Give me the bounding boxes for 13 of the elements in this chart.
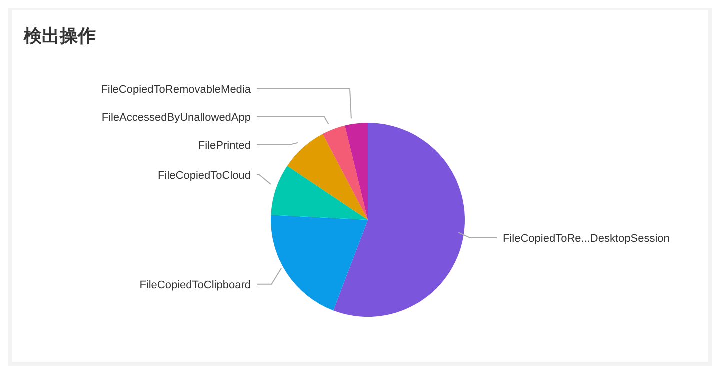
slice-label: FileCopiedToClipboard [140, 279, 251, 292]
chart-title: 検出操作 [24, 25, 96, 48]
slice-label: FilePrinted [198, 140, 251, 152]
slice-label: FileCopiedToRemovableMedia [101, 84, 252, 96]
slice-label: FileCopiedToRe...DesktopSession [503, 233, 670, 246]
slice-label: FileAccessedByUnallowedApp [102, 112, 251, 124]
pie-slice [333, 123, 465, 317]
pie-slice [287, 134, 368, 220]
pie-slice [322, 126, 368, 220]
pie-slice [345, 123, 368, 220]
slice-label: FileCopiedToCloud [158, 170, 251, 182]
pie-slice [271, 166, 368, 220]
pie-slice [271, 215, 368, 311]
